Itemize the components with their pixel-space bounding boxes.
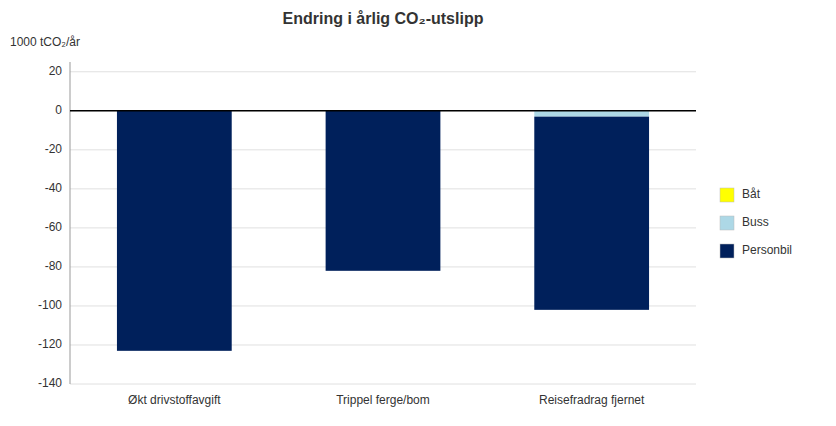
legend-label: Buss [742, 215, 769, 229]
y-tick-label: -140 [38, 376, 62, 390]
bar-segment [534, 117, 649, 310]
y-tick-label: -80 [45, 259, 63, 273]
legend: Båt Buss Personbil [720, 187, 792, 258]
bars [117, 111, 649, 351]
legend-label: Personbil [742, 243, 792, 257]
y-tick-label: -20 [45, 142, 63, 156]
title: Endring i årlig CO₂-utslipp [283, 10, 484, 27]
y-tick-label: 20 [49, 64, 63, 78]
y-tick-label: -60 [45, 220, 63, 234]
legend-swatch [720, 244, 734, 258]
y-tick-label: -100 [38, 298, 62, 312]
y-tick-label: -40 [45, 181, 63, 195]
bar-segment [534, 111, 649, 117]
bar-segment [117, 111, 232, 351]
grid [70, 72, 696, 384]
x-tick-label: Trippel ferge/bom [336, 393, 430, 407]
grid-line [70, 110, 696, 111]
legend-swatch [720, 188, 734, 202]
y-tick-label: -120 [38, 337, 62, 351]
zero-line [70, 110, 696, 112]
legend-swatch [720, 216, 734, 230]
y-tick-label: 0 [55, 103, 62, 117]
chart: -140 -120 -100 -80 -60 -40 -20 0 20 Økt drivstoff… [0, 0, 836, 426]
grid-line [70, 384, 696, 385]
legend-label: Båt [742, 187, 761, 201]
x-tick-label: Økt drivstoffavgift [128, 393, 221, 407]
bar-segment [326, 111, 441, 271]
y-axis-label: 1000 tCO₂/år [10, 35, 80, 49]
x-tick-label: Reisefradrag fjernet [539, 393, 645, 407]
grid-line [70, 71, 696, 72]
